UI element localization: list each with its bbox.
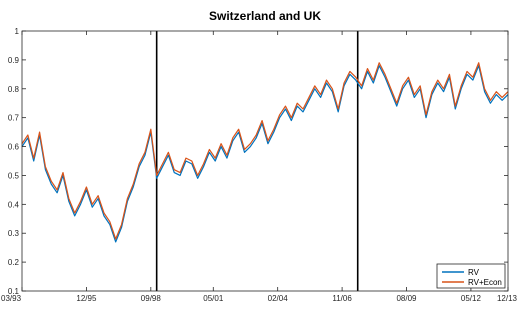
legend-label-2: RV+Econ xyxy=(468,278,502,287)
ticks-layer: 0.1 0.2 0.3 0.4 0.5 0.6 0.7 0.8 0.9 1 03/93 12/95 09… xyxy=(1,27,518,303)
y-tick-label: 0.1 xyxy=(8,287,20,296)
x-tick-label: 12/13 xyxy=(497,294,518,303)
x-tick-label: 08/09 xyxy=(396,294,417,303)
y-tick-label: 0.6 xyxy=(8,143,20,152)
legend-box xyxy=(436,263,506,289)
x-tick-label: 05/01 xyxy=(203,294,224,303)
x-tick-label: 12/95 xyxy=(76,294,97,303)
series-layer xyxy=(21,62,509,243)
axes-box xyxy=(21,30,509,292)
x-tick-label: 09/98 xyxy=(141,294,162,303)
y-tick-label: 0.3 xyxy=(8,229,20,238)
chart-title: Switzerland and UK xyxy=(209,9,321,23)
x-tick-label: 03/93 xyxy=(1,294,22,303)
y-tick-label: 1 xyxy=(15,27,20,36)
x-tick-label: 05/12 xyxy=(461,294,482,303)
y-tick-label: 0.4 xyxy=(8,200,20,209)
plot-background xyxy=(22,31,508,291)
y-tick-label: 0.8 xyxy=(8,85,20,94)
y-tick-label: 0.5 xyxy=(8,171,20,180)
y-tick-label: 0.2 xyxy=(8,258,20,267)
y-tick-label: 0.7 xyxy=(8,114,20,123)
axes-layer xyxy=(21,30,509,292)
series-line-1 xyxy=(21,65,509,243)
x-tick-label: 11/06 xyxy=(332,294,352,303)
legend-label-1: RV xyxy=(468,268,480,277)
series-line-2 xyxy=(21,62,509,240)
vertical-lines-layer xyxy=(155,31,359,291)
x-tick-label: 02/04 xyxy=(268,294,289,303)
y-tick-label: 0.9 xyxy=(8,56,20,65)
